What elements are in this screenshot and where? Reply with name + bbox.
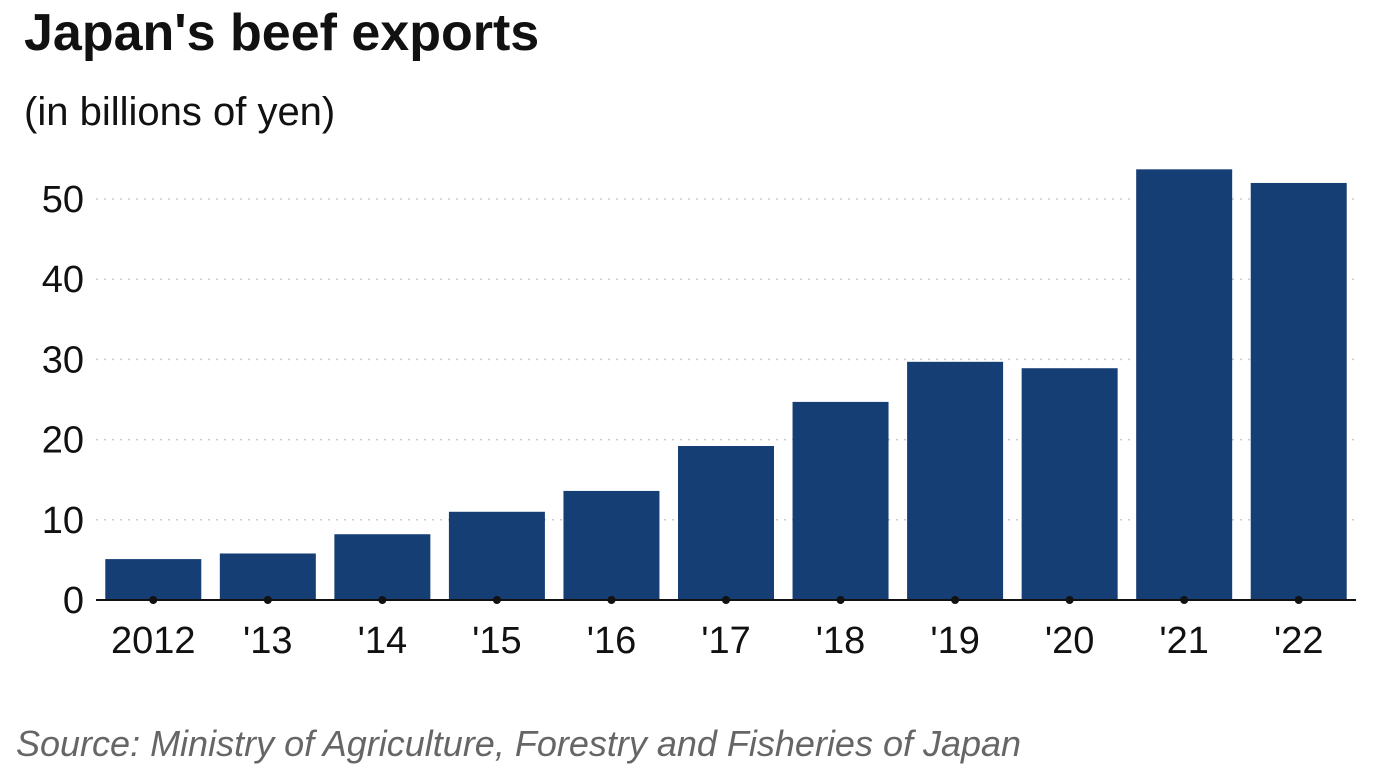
y-tick-label: 20 — [42, 420, 84, 462]
bar-chart: 0 10 20 30 40 50 2012 '13 '14 '15 '16 '17 '18 '19 '20 '… — [42, 169, 1356, 662]
x-tick-mark — [492, 596, 501, 604]
bar-13 — [219, 553, 316, 600]
y-tick-label: 0 — [63, 580, 84, 622]
x-tick-label: '16 — [587, 620, 637, 662]
chart-title: Japan's beef exports — [24, 4, 540, 62]
x-tick-label: '22 — [1274, 620, 1324, 662]
y-tick-label: 40 — [42, 259, 84, 301]
x-tick-mark — [263, 596, 272, 604]
x-tick-mark — [1180, 596, 1189, 604]
x-tick-label: '19 — [930, 620, 980, 662]
bar-18 — [792, 401, 889, 600]
y-tick-label: 50 — [42, 179, 84, 221]
y-tick-label: 30 — [42, 339, 84, 381]
y-tick-label: 10 — [42, 500, 84, 542]
bar-22 — [1250, 182, 1347, 600]
x-tick-label: '20 — [1045, 620, 1095, 662]
x-tick-mark — [951, 596, 960, 604]
bar-15 — [448, 511, 545, 600]
x-tick-mark — [378, 596, 387, 604]
x-tick-mark — [1065, 596, 1074, 604]
x-tick-label: '21 — [1159, 620, 1209, 662]
x-tick-mark — [836, 596, 845, 604]
bar-19 — [907, 361, 1004, 600]
bar-14 — [334, 534, 431, 600]
x-tick-label: 2012 — [111, 620, 196, 662]
x-tick-label: '14 — [358, 620, 408, 662]
chart-subtitle: (in billions of yen) — [24, 90, 336, 134]
bar-16 — [563, 490, 660, 600]
bar-20 — [1021, 368, 1118, 600]
x-tick-mark — [722, 596, 730, 604]
x-tick-label: '17 — [701, 620, 751, 662]
x-tick-mark — [607, 596, 616, 604]
x-tick-label: '18 — [816, 620, 866, 662]
bar-17 — [678, 446, 774, 600]
x-tick-mark — [1294, 596, 1303, 604]
bar-2012 — [105, 559, 202, 600]
x-tick-mark — [149, 596, 158, 604]
bar-21 — [1136, 169, 1233, 601]
source-note: Source: Ministry of Agriculture, Forestr… — [16, 723, 1022, 764]
x-tick-label: '13 — [243, 620, 293, 662]
x-tick-label: '15 — [472, 620, 522, 662]
